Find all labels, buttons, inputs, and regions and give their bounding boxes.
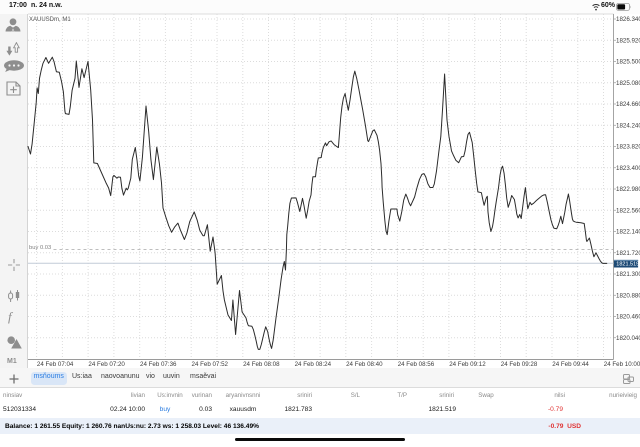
svg-text:1822.980: 1822.980 xyxy=(616,186,640,193)
svg-text:1821.519: 1821.519 xyxy=(616,262,639,268)
svg-text:1820.880: 1820.880 xyxy=(616,292,640,299)
svg-text:24 Feb 08:40: 24 Feb 08:40 xyxy=(346,361,383,368)
svg-text:1820.040: 1820.040 xyxy=(616,335,640,342)
svg-text:24 Feb 08:08: 24 Feb 08:08 xyxy=(243,361,280,368)
svg-text:24 Feb 07:52: 24 Feb 07:52 xyxy=(192,361,229,368)
svg-text:24 Feb 07:04: 24 Feb 07:04 xyxy=(37,361,74,368)
svg-text:1824.240: 1824.240 xyxy=(616,122,640,129)
svg-text:1825.920: 1825.920 xyxy=(616,37,640,44)
svg-text:buy 0.03: buy 0.03 xyxy=(29,245,51,251)
svg-text:24 Feb 09:12: 24 Feb 09:12 xyxy=(449,361,486,368)
svg-text:1825.500: 1825.500 xyxy=(616,59,640,66)
svg-text:1823.820: 1823.820 xyxy=(616,144,640,151)
svg-text:XAUUSDm, M1: XAUUSDm, M1 xyxy=(29,17,71,23)
svg-text:1820.460: 1820.460 xyxy=(616,314,640,321)
svg-text:1823.400: 1823.400 xyxy=(616,165,640,172)
svg-text:24 Feb 09:28: 24 Feb 09:28 xyxy=(501,361,538,368)
svg-text:24 Feb 07:36: 24 Feb 07:36 xyxy=(140,361,177,368)
svg-text:24 Feb 10:00: 24 Feb 10:00 xyxy=(604,361,640,368)
svg-text:1822.140: 1822.140 xyxy=(616,229,640,236)
svg-text:1821.720: 1821.720 xyxy=(616,250,640,257)
svg-text:1825.080: 1825.080 xyxy=(616,80,640,87)
svg-text:24 Feb 08:56: 24 Feb 08:56 xyxy=(398,361,435,368)
svg-text:1821.300: 1821.300 xyxy=(616,271,640,278)
svg-text:24 Feb 09:44: 24 Feb 09:44 xyxy=(552,361,589,368)
svg-text:24 Feb 07:20: 24 Feb 07:20 xyxy=(88,361,125,368)
svg-text:1822.560: 1822.560 xyxy=(616,207,640,214)
svg-text:24 Feb 08:24: 24 Feb 08:24 xyxy=(295,361,332,368)
svg-text:1824.660: 1824.660 xyxy=(616,101,640,108)
svg-text:1826.340: 1826.340 xyxy=(616,16,640,23)
